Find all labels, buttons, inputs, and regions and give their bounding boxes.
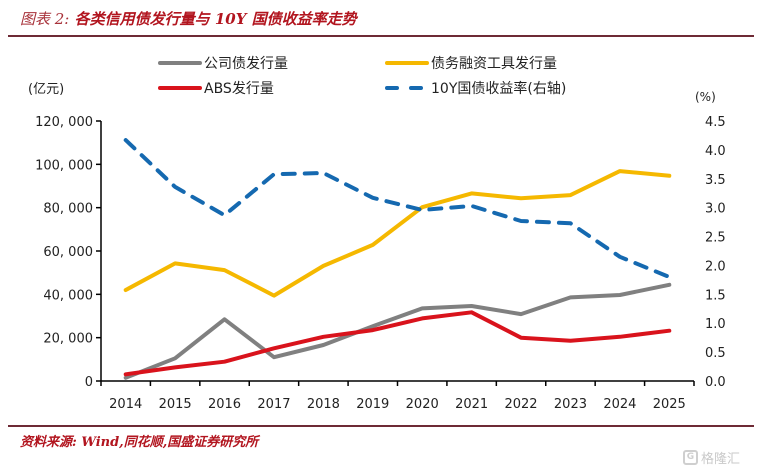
y-tick-label-right: 3.5 [705,173,726,188]
x-tick-label: 2025 [653,397,686,412]
gelonghui-logo-icon: G [683,450,698,465]
x-tick-label: 2016 [208,397,241,412]
legend: 公司债发行量 债务融资工具发行量 ABS发行量 10Y国债收益率(右轴) [158,56,566,97]
y-tick-label-left: 20, 000 [43,332,93,347]
x-tick-label: 2017 [257,397,290,412]
series-line-0 [123,282,672,380]
figure-number: 图表 2: [20,10,70,28]
y-tick-label-right: 0.5 [705,346,726,361]
y-tick-label-left: 120, 000 [35,115,93,130]
y-tick-label-right: 4.0 [705,144,726,159]
legend-label: 10Y国债收益率(右轴) [431,80,566,97]
x-tick-label: 2023 [554,397,587,412]
footer-rule [8,425,754,427]
y-tick-label-right: 1.5 [705,288,726,303]
figure-title: 各类信用债发行量与 10Y 国债收益率走势 [69,10,357,28]
y-tick-label-right: 2.5 [705,231,726,246]
y-tick-label-right: 1.0 [705,317,726,332]
source-note: 资料来源: Wind,同花顺,国盛证券研究所 [20,435,259,450]
legend-label: 公司债发行量 [204,56,288,72]
series-group [123,138,672,380]
x-tick-label: 2024 [603,397,636,412]
series-line-1 [123,169,672,298]
x-tick-label: 2019 [356,397,389,412]
y-tick-label-left: 40, 000 [43,288,93,303]
y-tick-label-right: 2.0 [705,259,726,274]
y-axis-label-right: (%) [695,90,716,104]
chart-title: 图表 2: 各类信用债发行量与 10Y 国债收益率走势 [20,8,357,29]
x-tick-label: 2020 [406,397,439,412]
y-tick-label-left: 0 [85,375,93,390]
y-tick-label-left: 100, 000 [35,158,93,173]
y-tick-label-left: 60, 000 [43,245,93,260]
x-tick-label: 2015 [159,397,192,412]
y-axis-label-left: (亿元) [28,82,64,97]
title-rule [8,35,754,37]
x-tick-label: 2021 [455,397,488,412]
legend-label: ABS发行量 [204,81,274,97]
axes: 0 20, 000 40, 000 60, 000 80, 000 100, 000 120… [35,115,726,412]
y-tick-label-left: 80, 000 [43,202,93,217]
series-line-2 [123,310,672,377]
y-tick-label-right: 4.5 [705,115,726,130]
y-tick-label-right: 3.0 [705,202,726,217]
y-tick-label-right: 0.0 [705,375,726,390]
x-tick-label: 2018 [307,397,340,412]
series-line-3 [123,138,672,279]
legend-label: 债务融资工具发行量 [431,56,557,72]
x-tick-label: 2022 [504,397,537,412]
watermark-text: 格隆汇 [701,452,741,467]
watermark: G 格隆汇 [683,448,740,467]
x-tick-label: 2014 [109,397,142,412]
